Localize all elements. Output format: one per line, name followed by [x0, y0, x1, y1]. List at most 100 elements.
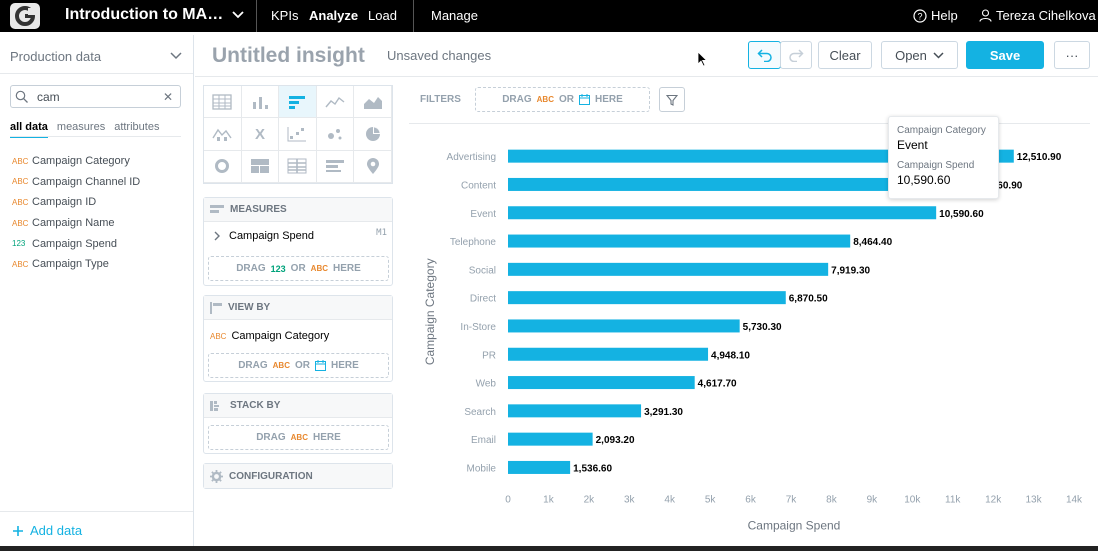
measure-item[interactable]: Campaign Spend M1: [204, 223, 392, 249]
pie-chart-icon[interactable]: [354, 118, 392, 151]
search-icon: [15, 90, 28, 103]
stack-by-icon: [210, 400, 219, 411]
bar-chart: 0 1k 2k 3k 4k 5k 6k 7k 8k 9k 10k 11k 12k 13k 14k Advert…: [423, 149, 1083, 533]
help-link[interactable]: ? Help: [913, 8, 958, 23]
tab-attributes[interactable]: attributes: [114, 121, 160, 133]
date-icon: [315, 360, 326, 371]
nav-kpis[interactable]: KPIs: [271, 8, 299, 23]
combo-chart-icon[interactable]: [204, 118, 242, 151]
field-item[interactable]: 123 Campaign Spend: [12, 233, 140, 254]
redo-button[interactable]: [780, 41, 812, 69]
filter-by-value-button[interactable]: [659, 87, 685, 112]
category-label: Direct: [470, 294, 496, 305]
tab-measures[interactable]: measures: [56, 121, 106, 133]
project-name[interactable]: Introduction to MA…: [65, 6, 224, 23]
headline-icon[interactable]: X: [241, 118, 280, 151]
insight-title[interactable]: Untitled insight: [212, 44, 365, 67]
data-label: 8,464.40: [853, 237, 892, 248]
stack-by-drop-zone[interactable]: DRAG ABC HERE: [208, 425, 389, 450]
x-tick-label: 8k: [826, 495, 838, 506]
field-item[interactable]: ABC Campaign Category: [12, 151, 140, 172]
nav-manage[interactable]: Manage: [431, 8, 478, 23]
configuration-section[interactable]: CONFIGURATION: [203, 463, 393, 489]
measure-type-icon: 123: [12, 239, 26, 249]
drag-label: DRAG: [256, 432, 286, 443]
category-label: Search: [464, 407, 496, 418]
data-label: 6,870.50: [789, 294, 828, 305]
bar[interactable]: [508, 347, 709, 361]
nav-analyze[interactable]: Analyze: [309, 8, 359, 23]
divider: [413, 0, 414, 32]
user-menu[interactable]: Tereza Cihelkova: [979, 8, 1096, 23]
donut-chart-icon[interactable]: [204, 150, 242, 183]
save-button[interactable]: Save: [966, 41, 1044, 69]
nav-load[interactable]: Load: [368, 8, 397, 23]
bar[interactable]: [508, 149, 1014, 163]
gear-icon: [210, 469, 223, 483]
clear-search-icon[interactable]: ✕: [163, 90, 174, 104]
chevron-right-icon[interactable]: [214, 231, 220, 241]
line-chart-icon[interactable]: [316, 86, 355, 119]
x-tick-label: 10k: [904, 495, 921, 506]
clear-button[interactable]: Clear: [818, 41, 872, 69]
column-chart-icon[interactable]: [241, 86, 280, 119]
scatter-plot-icon[interactable]: [279, 118, 317, 151]
field-label: Campaign ID: [32, 196, 97, 209]
geo-chart-icon[interactable]: [354, 150, 392, 183]
bar[interactable]: [508, 460, 571, 474]
bar[interactable]: [508, 234, 851, 248]
view-by-item[interactable]: ABC Campaign Category: [204, 323, 392, 349]
bar[interactable]: [508, 319, 740, 333]
bar[interactable]: [508, 177, 976, 191]
undo-button[interactable]: [748, 41, 781, 69]
bubble-chart-icon[interactable]: [316, 118, 355, 151]
filters-label: FILTERS: [420, 94, 461, 105]
bar[interactable]: [508, 206, 937, 220]
open-button[interactable]: Open: [881, 41, 958, 69]
mouse-cursor-icon: [697, 51, 707, 67]
search-input[interactable]: cam: [37, 90, 60, 104]
or-label: OR: [559, 94, 574, 105]
here-label: HERE: [313, 432, 341, 443]
here-label: HERE: [331, 360, 359, 371]
view-by-drop-zone[interactable]: DRAG ABC OR HERE: [208, 353, 389, 378]
heatmap-icon[interactable]: [279, 150, 317, 183]
bar[interactable]: [508, 376, 695, 390]
treemap-icon[interactable]: [241, 150, 280, 183]
bar-chart-icon[interactable]: [279, 86, 317, 119]
table-viz-icon[interactable]: [204, 86, 242, 119]
category-label: Event: [470, 209, 496, 220]
dataset-selector[interactable]: Production data: [10, 49, 102, 64]
x-tick-label: 11k: [945, 495, 961, 506]
attribute-type-icon: ABC: [12, 259, 29, 269]
bucket-panel: X MEASURES Campaign Spend M1 DRAG 1: [195, 77, 398, 547]
field-item[interactable]: ABC Campaign ID: [12, 192, 140, 213]
search-box[interactable]: cam ✕: [10, 85, 181, 108]
app-logo[interactable]: [10, 3, 40, 29]
tab-all-data[interactable]: all data: [10, 121, 48, 138]
bar[interactable]: [508, 291, 786, 305]
field-item[interactable]: ABC Campaign Type: [12, 254, 140, 275]
date-icon: [579, 94, 590, 105]
bar[interactable]: [508, 262, 829, 276]
add-data-button[interactable]: Add data: [12, 523, 82, 538]
field-label: Campaign Spend: [32, 237, 118, 250]
field-item[interactable]: ABC Campaign Name: [12, 213, 140, 234]
svg-text:X: X: [255, 126, 265, 142]
svg-text:?: ?: [917, 11, 922, 21]
bar[interactable]: [508, 404, 642, 418]
field-label: Campaign Category: [32, 155, 130, 168]
area-chart-icon[interactable]: [354, 86, 392, 119]
bar[interactable]: [508, 432, 593, 446]
data-label: 2,093.20: [596, 435, 635, 446]
measures-drop-zone[interactable]: DRAG 123 OR ABC HERE: [208, 256, 389, 281]
help-icon: ?: [913, 8, 927, 23]
filters-drop-zone[interactable]: DRAG ABC OR HERE: [475, 87, 650, 112]
field-item[interactable]: ABC Campaign Channel ID: [12, 172, 140, 193]
more-options-button[interactable]: ···: [1054, 41, 1090, 69]
view-by-icon: [210, 301, 222, 314]
chevron-down-icon[interactable]: [170, 52, 182, 60]
bullet-chart-icon[interactable]: [316, 150, 355, 183]
chevron-down-icon[interactable]: [232, 10, 244, 20]
tooltip-value: 10,590.60: [897, 173, 951, 187]
